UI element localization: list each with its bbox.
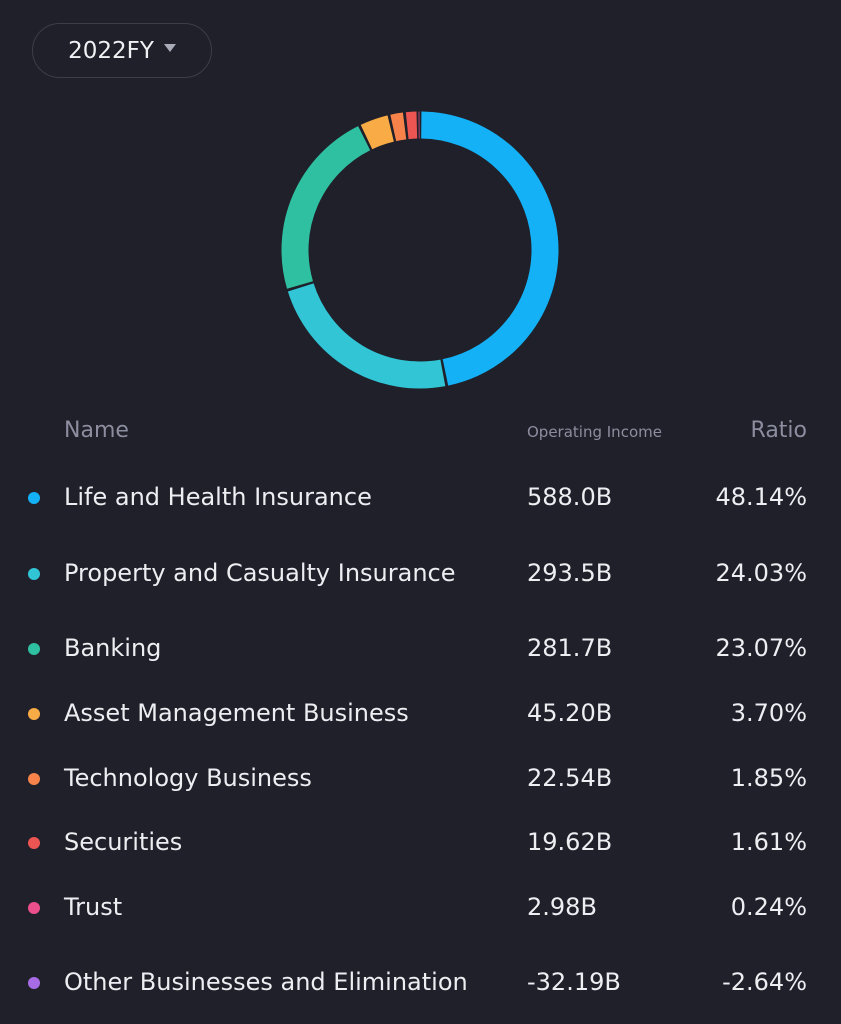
- segment-name: Life and Health Insurance: [64, 483, 372, 511]
- ratio-value: 48.14%: [715, 483, 807, 511]
- legend-dot: [28, 568, 40, 580]
- ratio-value: 1.61%: [730, 828, 807, 856]
- header-ratio: Ratio: [750, 418, 807, 443]
- table-row[interactable]: Life and Health Insurance 588.0B 48.14%: [0, 478, 841, 518]
- segment-name: Securities: [64, 828, 183, 856]
- donut-slice-4[interactable]: [360, 115, 395, 150]
- segment-name: Banking: [64, 634, 162, 662]
- operating-income-value: 588.0B: [527, 483, 613, 511]
- table-row[interactable]: Asset Management Business 45.20B 3.70%: [0, 694, 841, 734]
- operating-income-value: 22.54B: [527, 764, 613, 792]
- legend-dot: [28, 902, 40, 914]
- segment-name: Property and Casualty Insurance: [64, 559, 456, 587]
- donut-slice-2[interactable]: [287, 283, 446, 389]
- segment-name: Technology Business: [64, 764, 312, 792]
- segment-name: Trust: [64, 893, 123, 921]
- operating-income-value: -32.19B: [527, 968, 621, 996]
- legend-dot: [28, 837, 40, 849]
- donut-slice-3[interactable]: [281, 126, 371, 289]
- donut-slice-6[interactable]: [405, 111, 418, 140]
- donut-chart: [281, 111, 559, 389]
- header-name: Name: [64, 418, 129, 443]
- table-row[interactable]: Property and Casualty Insurance 293.5B 24.…: [0, 554, 841, 594]
- segment-name: Other Businesses and Elimination: [64, 968, 468, 996]
- operating-income-value: 293.5B: [527, 559, 613, 587]
- operating-income-value: 45.20B: [527, 699, 613, 727]
- period-selector[interactable]: 2022FY: [32, 23, 212, 78]
- legend-dot: [28, 773, 40, 785]
- header-operating-income: Operating Income: [527, 423, 662, 441]
- table-row[interactable]: Trust 2.98B 0.24%: [0, 888, 841, 928]
- ratio-value: 3.70%: [730, 699, 807, 727]
- table-row[interactable]: Technology Business 22.54B 1.85%: [0, 759, 841, 799]
- segment-name: Asset Management Business: [64, 699, 409, 727]
- legend-dot: [28, 643, 40, 655]
- table-row[interactable]: Banking 281.7B 23.07%: [0, 629, 841, 669]
- donut-slice-5[interactable]: [390, 112, 407, 142]
- donut-slice-1[interactable]: [421, 111, 559, 386]
- legend-dot: [28, 708, 40, 720]
- operating-income-value: 19.62B: [527, 828, 613, 856]
- table-row[interactable]: Securities 19.62B 1.61%: [0, 823, 841, 863]
- period-label: 2022FY: [68, 37, 154, 64]
- ratio-value: 0.24%: [730, 893, 807, 921]
- legend-dot: [28, 977, 40, 989]
- ratio-value: 1.85%: [730, 764, 807, 792]
- legend-dot: [28, 492, 40, 504]
- ratio-value: 24.03%: [715, 559, 807, 587]
- operating-income-value: 2.98B: [527, 893, 597, 921]
- operating-income-value: 281.7B: [527, 634, 613, 662]
- ratio-value: -2.64%: [722, 968, 807, 996]
- table-row[interactable]: Other Businesses and Elimination -32.19B -…: [0, 963, 841, 1003]
- ratio-value: 23.07%: [715, 634, 807, 662]
- caret-down-icon: [163, 43, 176, 52]
- table-header: Name Operating Income Ratio: [0, 418, 841, 448]
